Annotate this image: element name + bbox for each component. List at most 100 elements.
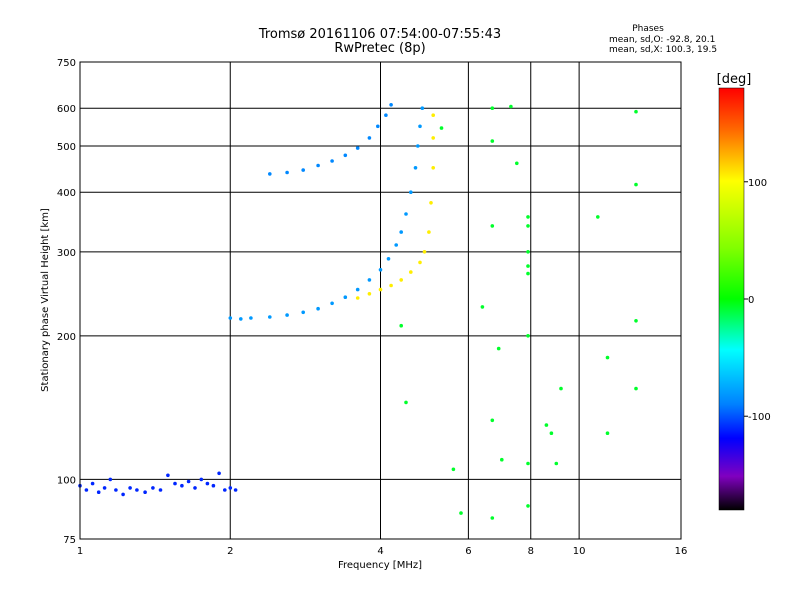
y-ticks: 75 100 200 300 400 500 600 750 — [57, 58, 76, 546]
data-point — [399, 278, 404, 282]
y-tick-label: 750 — [57, 58, 76, 69]
data-point — [418, 124, 422, 129]
data-point — [173, 481, 177, 486]
data-point — [268, 172, 272, 176]
data-point — [500, 457, 504, 462]
data-point — [330, 159, 334, 163]
data-point — [480, 305, 485, 309]
data-point — [605, 355, 610, 360]
data-point — [634, 386, 638, 391]
data-point — [509, 104, 513, 109]
y-tick-label: 200 — [57, 332, 76, 343]
data-point — [526, 461, 530, 466]
data-point — [490, 139, 495, 143]
data-point — [431, 113, 436, 117]
data-point — [429, 201, 433, 205]
y-tick-label: 75 — [63, 535, 76, 546]
data-point — [439, 126, 444, 130]
x-tick-label: 6 — [465, 546, 471, 557]
data-point — [416, 144, 420, 148]
x-tick-label: 8 — [528, 546, 534, 557]
data-point — [389, 103, 393, 107]
data-point — [301, 168, 306, 172]
data-point — [554, 461, 559, 466]
data-point — [121, 492, 125, 497]
colorbar-tick-label: 100 — [748, 178, 767, 189]
data-point — [526, 504, 530, 508]
data-point — [180, 483, 184, 488]
data-point — [166, 473, 170, 478]
data-point — [228, 486, 233, 490]
data-point — [114, 488, 118, 492]
data-points — [78, 103, 638, 520]
data-point — [490, 418, 495, 423]
data-point — [151, 486, 155, 490]
y-tick-label: 500 — [57, 142, 76, 153]
x-axis-label: Frequency [MHz] — [338, 560, 422, 571]
data-point — [404, 212, 408, 216]
colorbar-tick-label: -100 — [748, 412, 771, 423]
data-point — [394, 243, 399, 247]
data-point — [526, 224, 530, 228]
data-point — [431, 136, 436, 140]
data-point — [90, 481, 95, 486]
data-point — [515, 161, 519, 166]
data-point — [376, 124, 380, 129]
data-point — [355, 287, 360, 292]
data-point — [526, 215, 530, 219]
data-point — [268, 315, 272, 319]
data-point — [634, 182, 638, 187]
data-point — [526, 334, 530, 338]
data-point — [526, 264, 530, 268]
data-point — [128, 486, 132, 490]
data-point — [217, 471, 221, 476]
colorbar-ticks: 100 0 -100 — [744, 178, 771, 423]
data-point — [420, 106, 425, 110]
data-point — [316, 306, 320, 311]
data-point — [102, 486, 107, 490]
data-point — [96, 490, 101, 495]
data-point — [526, 271, 530, 276]
data-point — [367, 136, 372, 140]
data-point — [384, 113, 388, 117]
data-point — [422, 250, 427, 254]
data-point — [596, 215, 600, 219]
data-point — [316, 163, 320, 168]
data-point — [409, 270, 413, 274]
x-tick-label: 2 — [227, 546, 233, 557]
data-point — [239, 317, 243, 321]
data-point — [205, 481, 210, 486]
data-point — [431, 166, 436, 170]
x-tick-label: 1 — [77, 546, 83, 557]
data-point — [84, 488, 89, 492]
data-point — [409, 190, 413, 194]
data-point — [367, 292, 372, 296]
data-point — [135, 488, 139, 492]
y-tick-label: 100 — [57, 475, 76, 486]
data-point — [389, 283, 393, 288]
data-point — [490, 224, 495, 228]
plot-frame — [79, 61, 682, 540]
data-point — [451, 467, 456, 472]
x-ticks: 1 2 4 6 8 10 16 — [77, 546, 688, 557]
x-tick-label: 10 — [573, 546, 586, 557]
data-point — [143, 490, 147, 495]
data-point — [459, 511, 463, 515]
y-axis-label: Stationary phase Virtual Height [km] — [40, 208, 51, 392]
data-point — [355, 146, 360, 150]
data-point — [526, 250, 530, 254]
data-point — [193, 486, 197, 490]
y-tick-label: 400 — [57, 188, 76, 199]
grid-lines — [80, 62, 681, 539]
colorbar-label: [deg] — [717, 72, 752, 87]
data-point — [634, 319, 638, 323]
data-point — [186, 479, 191, 484]
data-point — [285, 170, 289, 175]
data-point — [367, 278, 372, 282]
data-point — [549, 431, 554, 436]
data-point — [634, 109, 638, 114]
data-point — [330, 301, 334, 306]
chart-subtitle: RwPretec (8p) — [334, 41, 425, 56]
data-point — [233, 488, 238, 492]
